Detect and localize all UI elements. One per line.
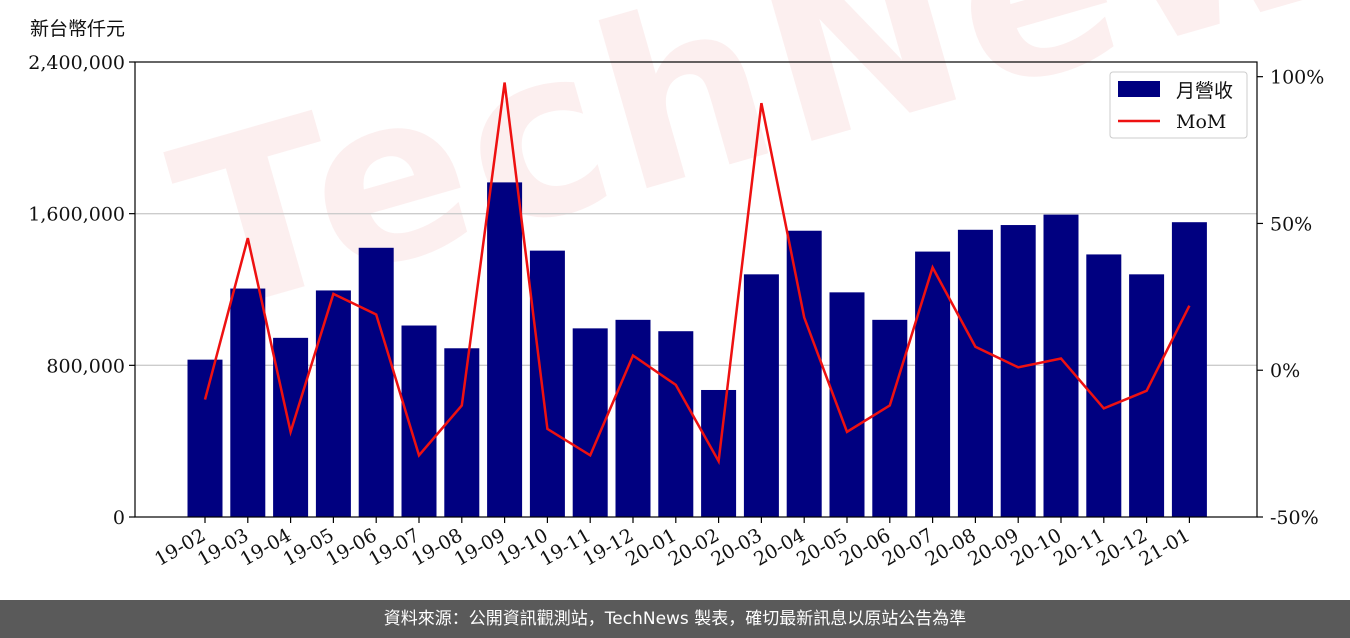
legend-bar-label: 月營收 (1176, 80, 1233, 102)
bar-21-01 (1171, 222, 1207, 517)
bar-series (187, 182, 1207, 518)
bar-20-01 (658, 331, 694, 517)
bar-19-10 (529, 250, 565, 517)
right-axis-ticks: -50% 0% 50% 100% (1257, 67, 1324, 529)
x-tick-label: 21-01 (1135, 524, 1193, 570)
left-tick-label: 1,600,000 (28, 204, 125, 226)
bar-20-08 (957, 229, 993, 517)
bar-20-10 (1043, 214, 1079, 518)
mom-line (203, 82, 1191, 466)
right-tick-label: 50% (1270, 213, 1312, 235)
bar-20-09 (1000, 225, 1036, 517)
bar-20-06 (872, 319, 908, 517)
left-axis-ticks: 0 800,000 1,600,000 2,400,000 (28, 52, 135, 529)
revenue-chart: 0 800,000 1,600,000 2,400,000 -50% 0% 50% 100%… (28, 52, 1324, 571)
bar-19-03 (230, 288, 266, 517)
right-tick-label: 100% (1270, 67, 1324, 89)
right-tick-label: -50% (1270, 507, 1319, 529)
bar-20-05 (829, 292, 865, 517)
left-tick-label: 800,000 (46, 355, 125, 377)
bar-19-11 (572, 328, 608, 517)
left-tick-label: 2,400,000 (28, 52, 125, 74)
bar-20-03 (743, 274, 779, 517)
bar-20-11 (1086, 254, 1122, 518)
legend-line-label: MoM (1176, 111, 1226, 133)
left-tick-label: 0 (113, 507, 125, 529)
bar-19-06 (358, 247, 394, 517)
bar-19-08 (444, 348, 480, 517)
bar-20-07 (915, 251, 951, 518)
bar-19-05 (315, 290, 351, 517)
source-footer: 資料來源：公開資訊觀測站，TechNews 製表，確切最新訊息以原站公告為準 (0, 600, 1350, 638)
bar-19-07 (401, 325, 437, 517)
bar-19-12 (615, 319, 651, 517)
legend: 月營收 MoM (1109, 71, 1248, 139)
right-tick-label: 0% (1270, 360, 1300, 382)
x-axis-ticks: 19-0219-0319-0419-0519-0619-0719-0819-09… (151, 517, 1194, 571)
bar-19-09 (487, 182, 523, 517)
plot-frame (134, 61, 1258, 518)
bar-20-04 (786, 230, 822, 517)
legend-bar-swatch (1118, 81, 1160, 97)
bar-19-02 (187, 359, 223, 517)
y-axis-unit-label: 新台幣仟元 (30, 18, 126, 40)
